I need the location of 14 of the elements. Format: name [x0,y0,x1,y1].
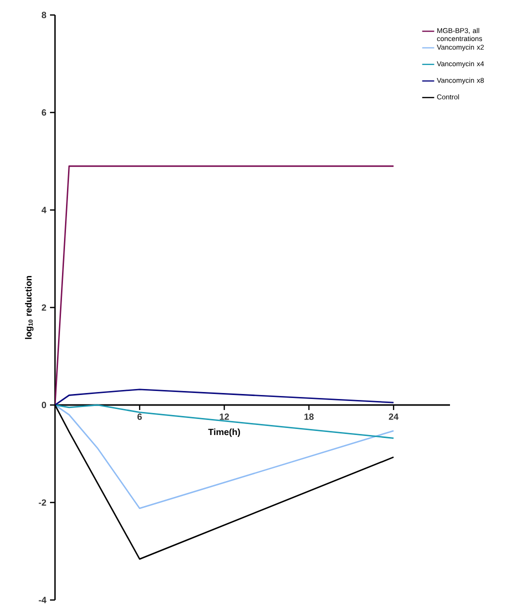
y-tick-label: 6 [42,109,46,116]
y-tick-label: 8 [42,12,46,18]
y-tick-label: 2 [42,304,46,311]
y-tick-label: 4 [42,206,46,214]
line-series [55,388,394,406]
x-axis-title: Time(h) [208,428,240,437]
x-tick-label: 18 [304,414,314,420]
x-tick-label: 24 [388,414,399,420]
y-axis-title: log$_{10}$ reduction [25,276,34,339]
x-tick-label: 12 [220,414,229,420]
y-tick-label: 0 [42,402,46,408]
x-tick-label: 6 [137,414,142,420]
y-tick-label: -2 [38,499,46,506]
y-tick-label: -4 [38,596,46,604]
